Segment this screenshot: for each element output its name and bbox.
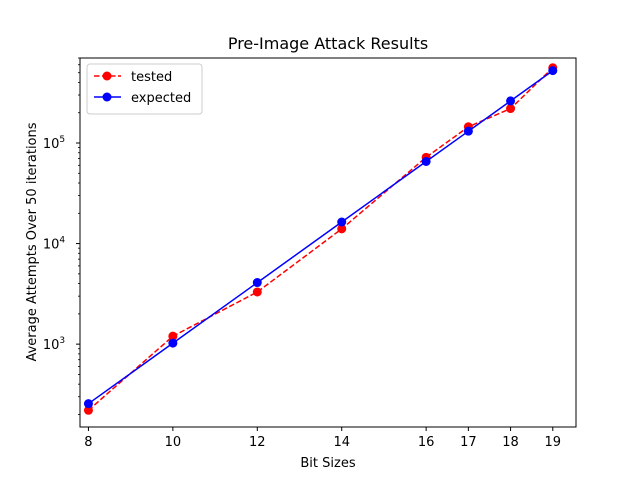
- y-axis-label: Average Attempts Over 50 iterations: [25, 122, 40, 361]
- legend-box: [86, 63, 203, 115]
- series-expected-point: [83, 399, 93, 409]
- series-expected-point: [337, 217, 347, 227]
- plot-area: [83, 63, 558, 415]
- series-expected-point: [421, 156, 431, 166]
- series-tested-point: [337, 224, 347, 234]
- x-tick-label: 18: [502, 435, 519, 450]
- series-expected-point: [168, 338, 178, 348]
- series-expected-point: [252, 278, 262, 288]
- legend-tested-label: tested: [131, 70, 172, 85]
- y-tick-label: 103: [43, 336, 65, 353]
- series-expected-line: [87, 69, 554, 405]
- x-tick-label: 12: [249, 435, 266, 450]
- x-axis: 8 10 12 14 16 17 18 19: [84, 427, 561, 450]
- series-tested-line: [87, 67, 554, 411]
- series-tested-point: [83, 405, 93, 415]
- x-tick-label: 17: [460, 435, 477, 450]
- y-tick-label: 105: [43, 135, 65, 152]
- legend-expected-marker: [102, 92, 112, 102]
- series-tested-point: [252, 287, 262, 297]
- x-tick-label: 19: [545, 435, 562, 450]
- axes-frame: [79, 57, 577, 428]
- series-expected-point: [506, 96, 516, 106]
- x-tick-label: 14: [333, 435, 350, 450]
- x-axis-label: Bit Sizes: [300, 456, 355, 471]
- x-tick-label: 10: [165, 435, 182, 450]
- legend: tested expected: [86, 63, 203, 115]
- x-tick-label: 16: [418, 435, 435, 450]
- legend-expected-label: expected: [131, 91, 191, 106]
- y-axis: 103 104 105: [43, 57, 80, 415]
- chart-title: Pre-Image Attack Results: [228, 34, 428, 53]
- x-tick-label: 8: [84, 435, 92, 450]
- series-tested-point: [506, 104, 516, 114]
- legend-tested-marker: [102, 71, 112, 81]
- series-tested-point: [168, 331, 178, 341]
- y-tick-label: 104: [43, 236, 66, 253]
- series-expected-point: [463, 126, 473, 136]
- series-expected-point: [548, 66, 558, 76]
